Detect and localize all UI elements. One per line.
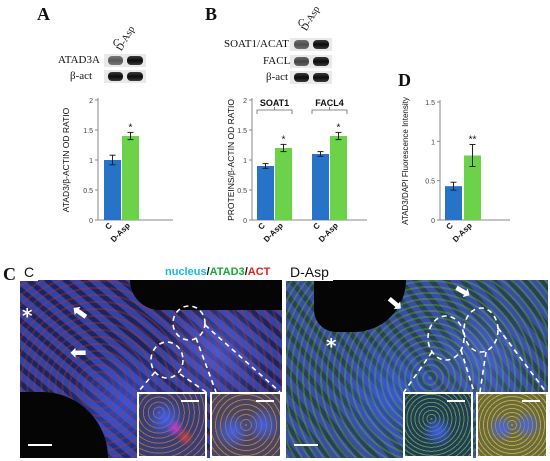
y-tick-label: 0 [431,218,435,225]
panel-a-blot-atad3a [104,54,146,67]
fluorescence-legend: nucleus/ATAD3/ACT [165,266,270,278]
panel-d-letter: D [398,70,411,90]
y-tick-label: 2 [243,98,247,105]
blot-band [127,72,143,81]
roi-outlines [403,307,547,393]
bar [257,166,274,220]
y-tick-label: 1 [89,158,93,165]
group-label: SOAT1 [260,98,289,108]
x-tick-label: D-Asp [109,221,132,244]
inset-dasp-2 [476,392,548,458]
y-axis-label: PROTEINS/β-ACTIN OD RATIO [226,99,236,221]
y-tick-label: 1.5 [83,128,93,135]
y-tick-label: 1.5 [237,128,247,135]
bar [104,160,121,220]
panel-a-blot-bact [104,70,146,83]
y-axis-label: ATAD3/β-ACTIN OD RATIO [61,107,71,212]
legend-separator: / [206,266,210,278]
lumen-asterisk-icon: * [22,304,33,328]
micrograph-dasp: * ⬅ ⬅ [286,280,548,458]
blot-band [294,40,309,49]
bar [330,136,347,220]
x-tick-label: C [256,221,267,232]
x-tick-label: D-Asp [451,221,474,244]
inset-control-2 [210,392,282,458]
blot-band [313,40,329,49]
y-tick-label: 1 [243,158,247,165]
significance-marker: * [282,134,286,145]
y-tick-label: 2 [89,98,93,105]
arrow-icon: ⬅ [70,340,87,364]
legend-atad3: ATAD3 [209,266,245,278]
panel-b-blot-label-facl4: FACL4 [263,55,296,67]
panel-d-chart: ATAD3/DAPI Fluorescence Intensity 0 0.5 1 1.… [401,97,510,244]
group-label: FACL4 [315,98,344,108]
panel-b-chart: PROTEINS/β-ACTIN OD RATIO 0 0.5 1 1.5 2 C * D-As… [226,98,367,244]
y-tick-label: 0 [243,218,247,225]
roi-outlines [137,305,281,393]
y-tick-label: 0.5 [237,188,247,195]
significance-marker: * [129,122,133,133]
inset-dasp-1 [403,392,473,458]
y-tick-label: 1 [431,139,435,146]
scale-bar [447,400,465,402]
x-tick-label: D-Asp [262,221,285,244]
blot-band [294,73,309,82]
significance-marker: * [337,122,341,133]
panel-b-blot-soat1 [290,38,332,51]
x-tick-label: C [103,221,114,232]
lumen-region [130,280,282,310]
treated-condition-label: D-Asp [286,263,333,281]
panel-b-lane-c: C [298,18,305,29]
bar [312,154,329,220]
panel-b-blot-facl4 [290,55,332,68]
blot-band [313,73,329,82]
panel-a-letter: A [37,4,50,24]
blot-band [294,57,309,66]
inset-control-1 [137,392,207,458]
legend-separator: / [244,266,248,278]
group-bracket [256,109,293,114]
lumen-asterisk-icon: * [326,334,337,358]
panel-a-blot-label-atad3a: ATAD3A [58,54,100,66]
scale-bar [256,400,274,402]
x-tick-label: C [311,221,322,232]
blot-band [108,72,123,81]
bar [464,155,481,220]
blot-band [313,57,329,66]
legend-act: ACT [247,266,271,278]
scale-bar [294,444,318,446]
panel-b-letter: B [205,4,218,24]
y-tick-label: 0.5 [425,179,435,186]
group-bracket [311,109,348,114]
x-tick-label: C [444,221,455,232]
y-tick-label: 0 [89,218,93,225]
scale-bar [522,400,540,402]
blot-band [108,56,123,65]
panel-b-blot-label-soat1: SOAT1/ACAT1 [224,38,295,50]
y-axis-label: ATAD3/DAPI Fluorescence Intensity [401,97,410,225]
significance-marker: ** [469,134,477,145]
control-condition-label: C [20,263,39,281]
legend-nucleus: nucleus [165,266,207,278]
bar [445,186,462,220]
panel-c-letter: C [3,264,16,284]
y-tick-label: 0.5 [83,188,93,195]
panel-a-chart: ATAD3/β-ACTIN OD RATIO 0 0.5 1 1.5 2 C * D-Asp [61,98,173,244]
panel-b-blot-label-bact: β-act [266,71,289,83]
panel-b-blot-bact [290,71,332,84]
scale-bar [181,400,199,402]
y-tick-label: 1.5 [425,100,435,107]
panel-a-blot-label-bact: β-act [70,70,93,82]
scale-bar [28,444,52,446]
micrograph-control: * ⬅ ⬅ [20,280,282,458]
x-tick-label: D-Asp [317,221,340,244]
bar [122,136,139,220]
bar [275,148,292,220]
blot-band [127,56,143,65]
panel-a-lane-c: C [113,38,120,49]
